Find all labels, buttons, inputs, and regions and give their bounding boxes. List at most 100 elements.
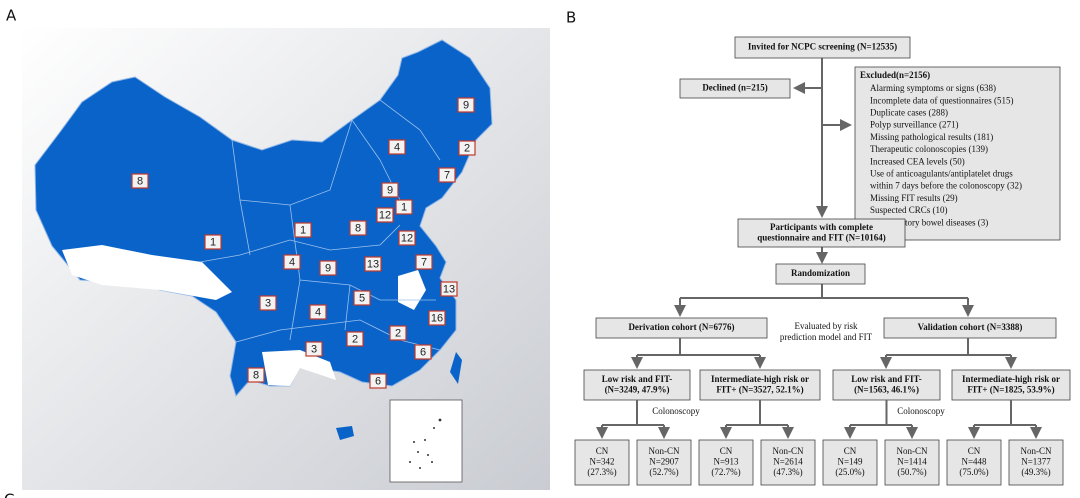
flow-text: N=1414 — [897, 457, 927, 467]
number-box — [458, 140, 476, 156]
flow-text: Non-CN — [649, 446, 680, 456]
number-box — [305, 341, 323, 357]
connector — [680, 284, 968, 299]
flow-text: N=913 — [713, 457, 739, 467]
number-box — [388, 139, 406, 155]
connector — [637, 338, 760, 356]
flow-text: Derivation cohort (N=6776) — [628, 322, 734, 332]
flow-box — [946, 439, 1002, 486]
flow-text: Low risk and FIT- — [602, 374, 672, 384]
number-label: 3 — [265, 297, 271, 309]
number-box — [415, 254, 433, 270]
panel-label: C — [4, 491, 14, 498]
flow-text: Increased CEA levels (50) — [870, 156, 965, 166]
flow-text: FIT+ (N=1825, 53.9%) — [967, 384, 1054, 394]
number-box — [428, 310, 446, 326]
flow-text: (47.3%) — [773, 467, 802, 477]
flow-box — [595, 317, 768, 339]
flow-text: CN — [844, 446, 857, 456]
flow-text: FIT+ (N=3527, 52.1%) — [716, 384, 803, 394]
number-label: 2 — [352, 333, 358, 345]
flow-box — [734, 36, 911, 59]
flow-text: (27.3%) — [587, 467, 616, 477]
number-label: 4 — [315, 306, 321, 318]
flow-text: N=2614 — [773, 457, 803, 467]
number-box — [204, 234, 222, 250]
flow-box — [884, 439, 940, 486]
flow-text: Use of anticoagulants/antiplatelet drugs — [870, 168, 1013, 178]
flow-text: Participants with complete — [770, 222, 873, 232]
flow-box — [679, 78, 791, 99]
number-box — [381, 182, 399, 198]
connector — [886, 338, 1011, 356]
inset-box — [389, 399, 463, 483]
unfilled-region — [262, 350, 336, 386]
flow-text: Alarming symptoms or signs (638) — [870, 83, 996, 93]
number-box — [319, 260, 337, 276]
flow-text: CN — [720, 446, 733, 456]
number-label: 8 — [137, 175, 143, 187]
number-label: 16 — [431, 312, 443, 324]
flow-box — [951, 369, 1071, 401]
number-box — [349, 220, 367, 236]
number-label: 8 — [253, 369, 259, 381]
number-box — [389, 325, 407, 341]
number-box — [369, 373, 387, 389]
flow-box — [854, 66, 1061, 241]
flow-text: Colonoscopy — [897, 406, 945, 416]
panel-label: A — [6, 7, 17, 25]
number-box — [438, 167, 456, 183]
flow-text: Invited for NCPC screening (N=12535) — [748, 42, 897, 52]
flow-text: Colonoscopy — [652, 406, 700, 416]
flow-text: CN — [596, 446, 609, 456]
flow-text: Intermediate-high risk or — [962, 374, 1060, 384]
flow-text: questionnaire and FIT (N=10164) — [757, 232, 886, 242]
flow-text: Intermediate-high risk or — [711, 374, 809, 384]
flow-text: (25.0%) — [835, 467, 864, 477]
number-label: 8 — [355, 222, 361, 234]
number-label: 7 — [444, 169, 450, 181]
flow-text: Randomization — [791, 268, 850, 278]
number-label: 9 — [325, 262, 331, 274]
inset-islands — [409, 418, 442, 469]
number-box — [440, 281, 458, 297]
number-box — [364, 256, 382, 272]
number-label: 9 — [463, 99, 469, 111]
flow-text: Missing FIT results (29) — [870, 193, 958, 203]
flow-text: Duplicate cases (288) — [870, 107, 948, 117]
number-label: 5 — [359, 292, 365, 304]
number-label: 2 — [464, 142, 470, 154]
flow-text: (75.0%) — [959, 467, 988, 477]
flow-text: N=2907 — [649, 457, 679, 467]
flow-box — [822, 439, 878, 486]
flow-text: N=448 — [961, 457, 987, 467]
number-label: 6 — [420, 346, 426, 358]
flow-text: Validation cohort (N=3388) — [918, 322, 1023, 332]
flow-text: Non-CN — [897, 446, 928, 456]
number-label: 13 — [443, 283, 455, 295]
flow-text: Inflammatory bowel diseases (3) — [870, 217, 988, 227]
flow-text: N=342 — [589, 457, 614, 467]
flow-box — [883, 317, 1057, 339]
flow-text: (49.3%) — [1021, 467, 1050, 477]
number-label: 12 — [379, 209, 391, 221]
flow-text: Missing pathological results (181) — [870, 132, 993, 142]
flow-text: N=149 — [837, 457, 863, 467]
number-box — [309, 304, 327, 320]
flow-text: Low risk and FIT- — [851, 374, 921, 384]
flow-text: Incomplete data of questionnaires (515) — [870, 95, 1013, 105]
country-shape — [34, 39, 493, 398]
flow-box — [636, 439, 692, 486]
number-box — [395, 199, 413, 215]
flow-text: CN — [968, 446, 981, 456]
number-box — [259, 295, 277, 311]
number-label: 4 — [394, 141, 400, 153]
flow-box — [698, 439, 754, 486]
flow-text: within 7 days before the colonoscopy (32… — [870, 181, 1022, 191]
flowchart: Invited for NCPC screening (N=12535) Decl… — [574, 36, 1071, 486]
flow-box — [737, 218, 906, 248]
number-box — [353, 290, 371, 306]
flow-text: Excluded(n=2156) — [860, 70, 930, 80]
